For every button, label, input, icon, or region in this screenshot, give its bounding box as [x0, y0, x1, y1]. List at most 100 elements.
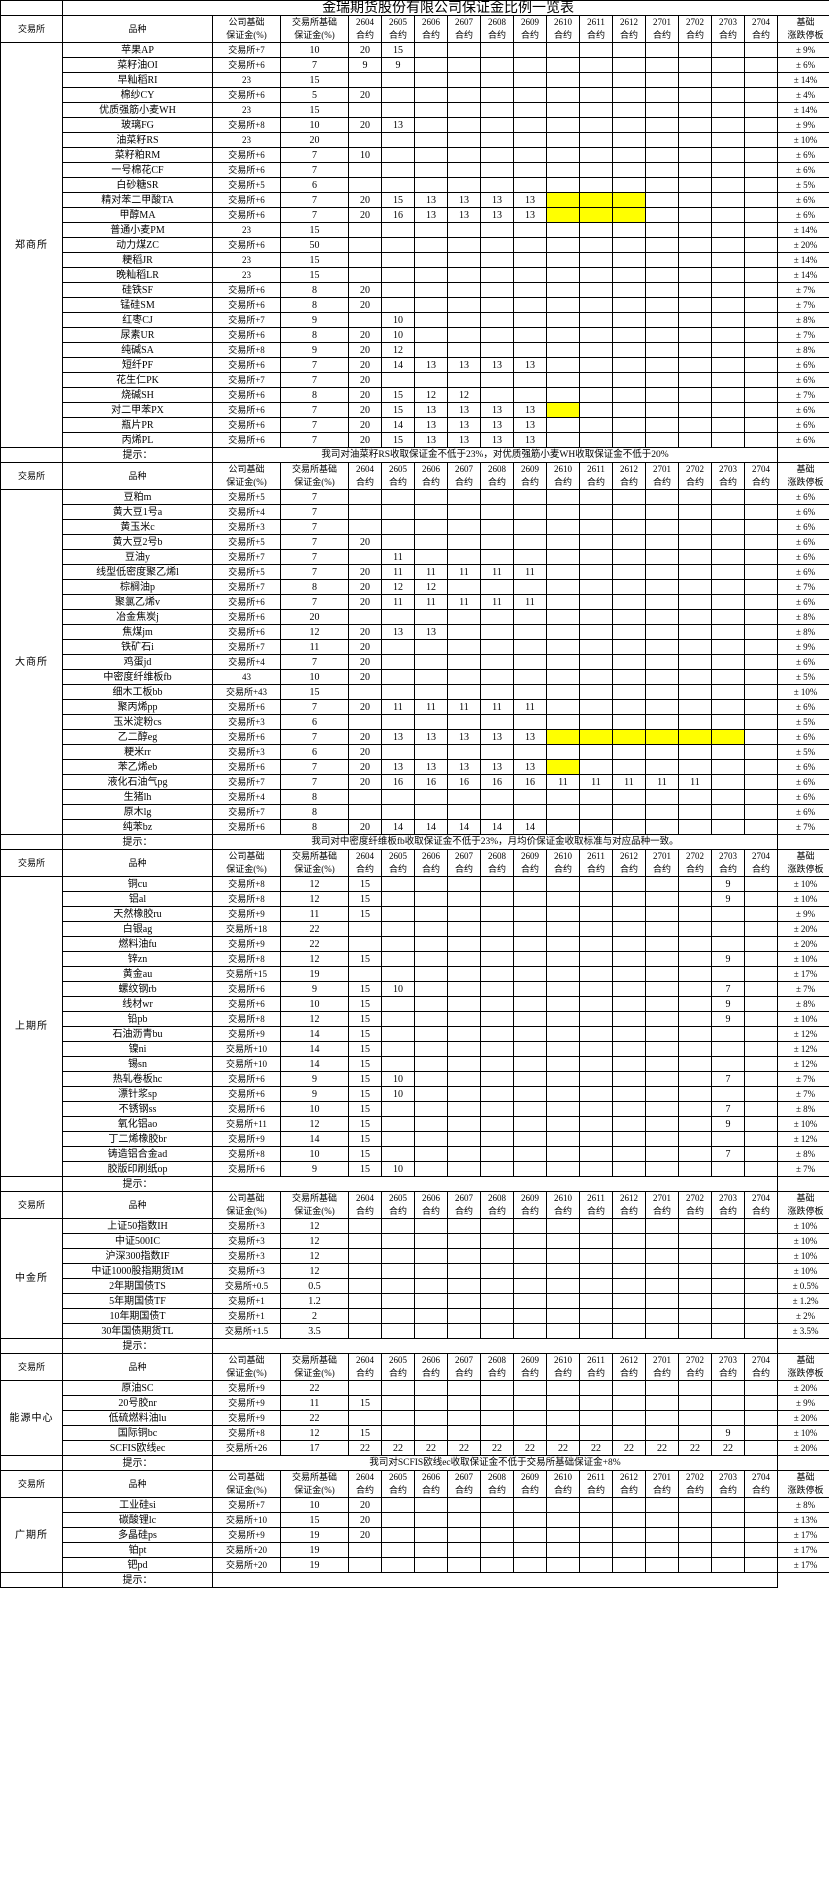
contract-margin-2606: [414, 132, 448, 148]
price-limit: ± 7%: [776, 1071, 829, 1087]
table-row: 20号胶nr 交易所+9 11 15 ± 9%: [1, 1395, 829, 1411]
contract-margin-2610: [546, 192, 580, 208]
contract-margin-2605: [381, 714, 415, 730]
contract-margin-2609: [513, 1056, 547, 1072]
table-row: 燃料油fu 交易所+9 22 ± 20%: [1, 936, 829, 952]
contract-margin-2608: [480, 639, 514, 655]
contract-margin-2701: [645, 594, 679, 610]
contract-margin-2701: [645, 966, 679, 982]
contract-margin-2606: [414, 654, 448, 670]
company-base-margin: 交易所+7: [212, 1497, 281, 1513]
contract-margin-2606: [414, 162, 448, 178]
variety-name: 铝al: [62, 891, 213, 907]
contract-margin-2703: 9: [711, 996, 745, 1012]
contract-margin-2701: [645, 432, 679, 448]
contract-margin-2612: [612, 951, 646, 967]
header-contract-2609: 2609 合约: [513, 15, 547, 43]
exchange-base-margin: 7: [280, 402, 349, 418]
header-contract-2604: 2604 合约: [348, 1191, 382, 1219]
contract-margin-2606: [414, 549, 448, 565]
contract-margin-2611: [579, 594, 613, 610]
price-limit: ± 9%: [776, 1395, 829, 1411]
contract-margin-2607: [447, 282, 481, 298]
contract-margin-2605: 11: [381, 549, 415, 565]
contract-margin-2611: [579, 237, 613, 253]
company-base-margin: 交易所+20: [212, 1542, 281, 1558]
contract-margin-2606: [414, 921, 448, 937]
contract-margin-2605: [381, 1146, 415, 1162]
contract-margin-2605: [381, 1131, 415, 1147]
table-row: 氧化铝ao 交易所+11 12 15 9 ± 10%: [1, 1116, 829, 1132]
contract-margin-2611: [579, 297, 613, 313]
contract-margin-2607: [447, 1512, 481, 1528]
contract-margin-2604: 15: [348, 1026, 382, 1042]
contract-margin-2609: [513, 1161, 547, 1177]
contract-margin-2701: [645, 132, 679, 148]
contract-margin-2606: [414, 282, 448, 298]
contract-margin-2608: [480, 936, 514, 952]
contract-margin-2612: [612, 1380, 646, 1396]
exchange-base-margin: 7: [280, 207, 349, 223]
table-row: 粳米rr 交易所+3 6 20 ± 5%: [1, 744, 829, 760]
contract-margin-2612: [612, 327, 646, 343]
contract-margin-2612: [612, 1086, 646, 1102]
exchange-base-margin: 20: [280, 609, 349, 625]
contract-margin-2606: [414, 237, 448, 253]
contract-margin-2611: [579, 402, 613, 418]
contract-margin-2607: [447, 1011, 481, 1027]
contract-margin-2609: [513, 669, 547, 685]
contract-margin-2612: [612, 1233, 646, 1249]
contract-margin-2703: [711, 387, 745, 403]
contract-margin-2609: [513, 387, 547, 403]
contract-margin-2609: [513, 147, 547, 163]
contract-margin-2701: [645, 921, 679, 937]
contract-margin-2609: [513, 1542, 547, 1558]
contract-margin-2609: [513, 921, 547, 937]
contract-margin-2701: [645, 1116, 679, 1132]
company-base-margin: 交易所+6: [212, 192, 281, 208]
contract-margin-2609: 13: [513, 729, 547, 745]
contract-margin-2607: [447, 684, 481, 700]
contract-margin-2702: [678, 252, 712, 268]
contract-margin-2609: [513, 1101, 547, 1117]
contract-margin-2610: [546, 1248, 580, 1264]
contract-margin-2604: 15: [348, 996, 382, 1012]
exchange-base-margin: 11: [280, 906, 349, 922]
table-row: 线材wr 交易所+6 10 15 9 ± 8%: [1, 996, 829, 1012]
contract-margin-2609: [513, 267, 547, 283]
column-header-row: 交易所 品种 公司基础 保证金(%) 交易所基础 保证金(%) 2604 合约 2605 合约 26…: [0, 1470, 829, 1498]
exchange-name-4: 能源中心: [0, 1380, 63, 1456]
contract-margin-2703: [711, 1263, 745, 1279]
table-row: 粳稻JR 23 15 ± 14%: [1, 252, 829, 268]
contract-margin-2609: [513, 1425, 547, 1441]
contract-margin-2604: 15: [348, 876, 382, 892]
contract-margin-2607: [447, 609, 481, 625]
header-variety: 品种: [62, 1191, 213, 1219]
contract-margin-2704: [744, 372, 778, 388]
contract-margin-2608: [480, 252, 514, 268]
contract-margin-2604: [348, 237, 382, 253]
contract-margin-2609: [513, 1323, 547, 1339]
contract-margin-2703: [711, 1497, 745, 1513]
company-base-margin: 交易所+6: [212, 162, 281, 178]
contract-margin-2704: [744, 996, 778, 1012]
contract-margin-2704: [744, 609, 778, 625]
contract-margin-2703: 9: [711, 876, 745, 892]
contract-margin-2610: [546, 1395, 580, 1411]
contract-margin-2606: [414, 252, 448, 268]
exchange-name-2: 上期所: [0, 876, 63, 1177]
contract-margin-2702: [678, 1161, 712, 1177]
company-base-margin: 交易所+8: [212, 951, 281, 967]
contract-margin-2612: [612, 519, 646, 535]
contract-margin-2608: [480, 1542, 514, 1558]
contract-margin-2607: [447, 162, 481, 178]
contract-margin-2702: [678, 1395, 712, 1411]
contract-margin-2609: [513, 222, 547, 238]
company-base-margin: 交易所+6: [212, 432, 281, 448]
exchange-base-margin: 12: [280, 624, 349, 640]
contract-margin-2605: [381, 1041, 415, 1057]
company-base-margin: 交易所+1: [212, 1293, 281, 1309]
variety-name: 碳酸锂lc: [62, 1512, 213, 1528]
price-limit: ± 5%: [776, 714, 829, 730]
contract-margin-2605: 14: [381, 819, 415, 835]
